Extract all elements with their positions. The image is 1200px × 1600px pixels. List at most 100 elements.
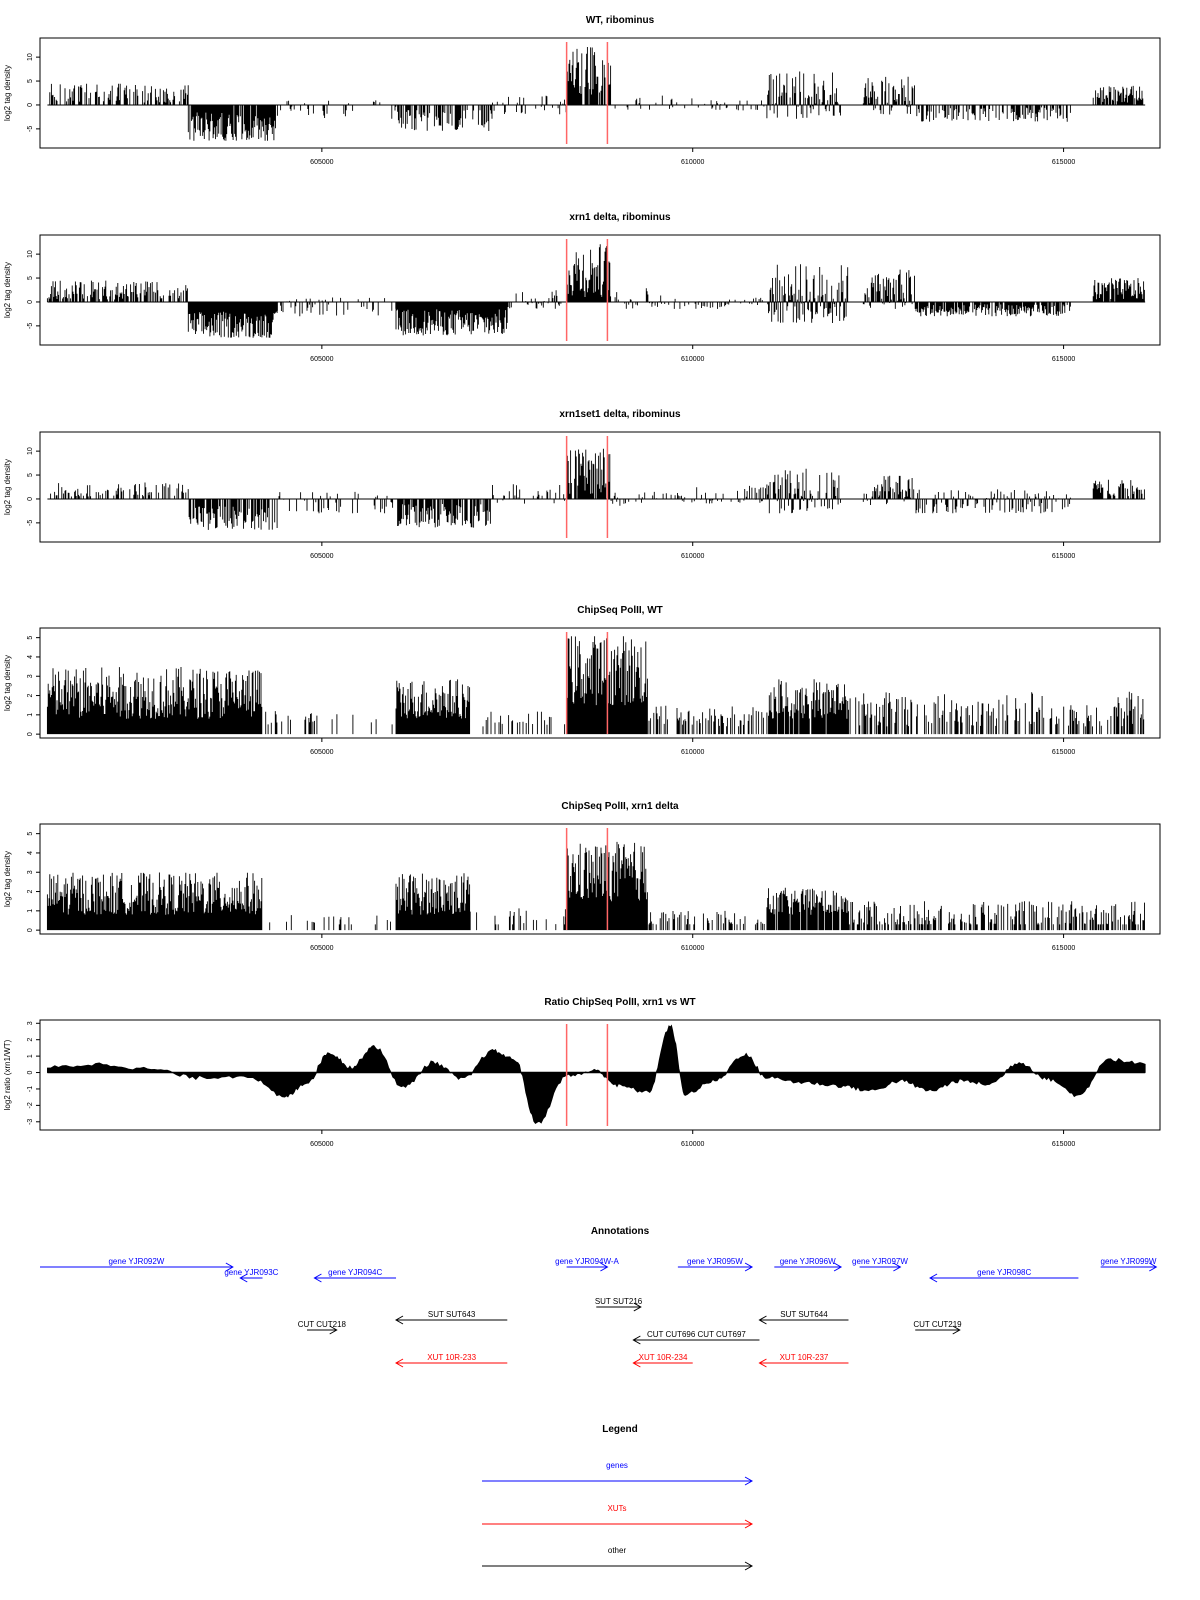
arrow-head: [313, 1273, 322, 1283]
x-tick-label: 615000: [1052, 945, 1075, 952]
x-tick-label: 615000: [1052, 159, 1075, 166]
y-tick-label: 5: [27, 473, 34, 477]
x-tick-label: 605000: [310, 945, 333, 952]
feature-label: XUT 10R-237: [780, 1353, 829, 1362]
feature-arrow: [395, 1315, 508, 1325]
feature-arrow: [239, 1273, 263, 1283]
y-tick-label: 0: [27, 497, 34, 501]
legend-entry-arrow: [482, 1519, 754, 1529]
plot-frame: [39, 37, 1161, 149]
arrow-head: [632, 1358, 641, 1368]
arrow-head: [758, 1315, 767, 1325]
y-tick-label: 4: [27, 851, 34, 855]
y-tick-label: -1: [27, 1086, 34, 1092]
x-tick-label: 605000: [310, 1141, 333, 1148]
feature-arrow: [40, 1262, 234, 1272]
arrow-head: [758, 1358, 767, 1368]
y-axis-label: log2 tag density: [3, 655, 12, 711]
panel-title: xrn1set1 delta, ribominus: [559, 409, 681, 420]
arrow-head: [833, 1262, 843, 1272]
y-tick-label: 2: [27, 693, 34, 697]
panel-title: xrn1 delta, ribominus: [569, 212, 671, 223]
arrow-head: [633, 1302, 642, 1312]
arrow-head: [632, 1335, 641, 1345]
feature-arrow: [774, 1262, 843, 1272]
arrow-head: [929, 1273, 938, 1283]
arrow-head: [744, 1262, 754, 1272]
feature-label: CUT CUT219: [913, 1320, 962, 1329]
legend-entry-label: other: [608, 1546, 627, 1555]
feature-label: XUT 10R-234: [639, 1353, 688, 1362]
feature-label: SUT SUT644: [780, 1310, 828, 1319]
y-tick-label: 10: [27, 447, 34, 455]
legend-entry-label: genes: [606, 1461, 628, 1470]
panel-title: WT, ribominus: [586, 15, 655, 26]
y-tick-label: 0: [27, 300, 34, 304]
y-tick-label: 5: [27, 276, 34, 280]
x-tick-label: 610000: [681, 159, 704, 166]
y-tick-label: 5: [27, 79, 34, 83]
feature-arrow: [859, 1262, 902, 1272]
y-axis-label: log2 tag density: [3, 459, 12, 515]
arrow-head: [395, 1315, 404, 1325]
x-tick-label: 605000: [310, 553, 333, 560]
y-tick-label: 3: [27, 1021, 34, 1025]
panel-6: Ratio ChipSeq PolII, xrn1 vs WT log2 rati…: [3, 997, 1161, 1148]
x-tick-label: 615000: [1052, 749, 1075, 756]
feature-arrow: [1100, 1262, 1158, 1272]
arrow-head: [744, 1561, 754, 1571]
feature-arrow: [632, 1335, 760, 1345]
panel-title: ChipSeq PolII, WT: [577, 605, 663, 616]
feature-label: gene YJR094C: [328, 1268, 382, 1277]
data-bars: [46, 244, 1145, 338]
legend-entry-arrow: [482, 1561, 754, 1571]
panel-2: xrn1 delta, ribominus log2 tag density -5 0…: [3, 212, 1161, 363]
y-tick-label: -2: [27, 1102, 34, 1108]
y-tick-label: 2: [27, 1038, 34, 1042]
annotations-panel: Annotations gene YJR092W gene YJR093C gene …: [40, 1226, 1158, 1368]
arrow-head: [744, 1476, 754, 1486]
y-tick-label: 5: [27, 832, 34, 836]
y-tick-label: -5: [27, 126, 34, 132]
feature-arrow: [758, 1315, 849, 1325]
y-tick-label: 10: [27, 53, 34, 61]
feature-label: gene YJR098C: [977, 1268, 1031, 1277]
plot-frame: [39, 823, 1161, 935]
x-tick-label: 610000: [681, 1141, 704, 1148]
y-axis-label: log2 ratio (xrn1/WT): [3, 1039, 12, 1110]
y-tick-label: 1: [27, 713, 34, 717]
feature-arrow: [307, 1325, 338, 1335]
y-tick-label: -3: [27, 1119, 34, 1125]
feature-arrow: [566, 1262, 609, 1272]
panel-title: ChipSeq PolII, xrn1 delta: [561, 801, 679, 812]
y-axis-label: log2 tag density: [3, 851, 12, 907]
data-bars: [50, 448, 1145, 530]
y-tick-label: 3: [27, 870, 34, 874]
feature-arrow: [929, 1273, 1079, 1283]
feature-label: gene YJR092W: [108, 1257, 164, 1266]
arrow-head: [329, 1325, 338, 1335]
feature-label: CUT CUT696 CUT CUT697: [647, 1330, 746, 1339]
feature-label: gene YJR093C: [224, 1268, 278, 1277]
arrow-head: [1149, 1262, 1158, 1272]
x-tick-label: 615000: [1052, 553, 1075, 560]
panel-1: WT, ribominus log2 tag density -5 0 5 10 60500…: [3, 15, 1161, 166]
y-tick-label: 3: [27, 674, 34, 678]
data-bars: [46, 841, 1145, 931]
panel-4: ChipSeq PolII, WT log2 tag density 0 1 2 3 4 5 6…: [3, 605, 1161, 756]
plot-frame: [39, 431, 1161, 543]
feature-arrow: [632, 1358, 693, 1368]
x-tick-label: 605000: [310, 356, 333, 363]
y-axis-label: log2 tag density: [3, 65, 12, 121]
x-tick-label: 605000: [310, 749, 333, 756]
feature-label: gene YJR094W-A: [555, 1257, 619, 1266]
y-tick-label: 10: [27, 250, 34, 258]
arrow-head: [744, 1519, 754, 1529]
arrow-head: [600, 1262, 609, 1272]
plot-frame: [39, 627, 1161, 739]
feature-label: SUT SUT216: [595, 1297, 643, 1306]
y-tick-label: 1: [27, 1054, 34, 1058]
plot-frame: [39, 234, 1161, 346]
plot-frame: [39, 1019, 1161, 1131]
arrow-head: [239, 1273, 248, 1283]
